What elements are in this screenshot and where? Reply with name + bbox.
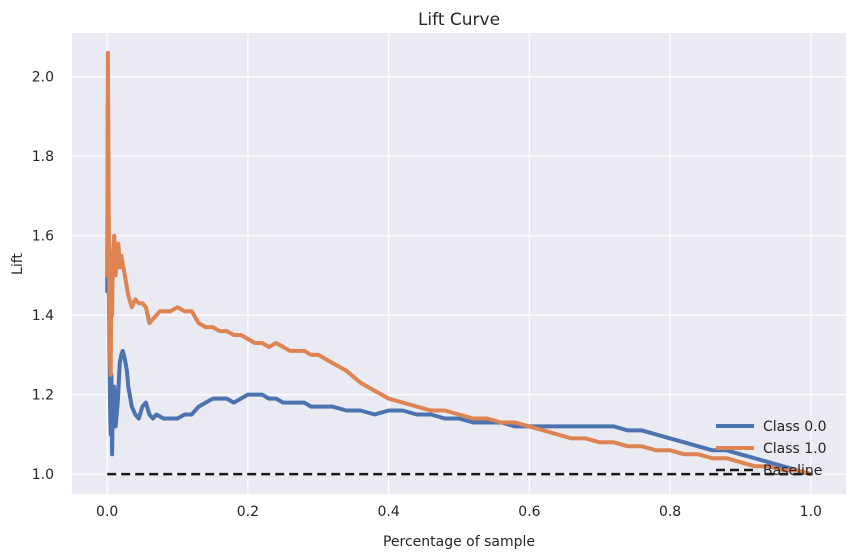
legend-entry-label: Baseline <box>763 463 822 479</box>
x-tick-label: 0.0 <box>96 504 118 520</box>
x-tick-label: 0.2 <box>237 504 259 520</box>
x-ticks: 0.0 0.2 0.4 0.6 0.8 1.0 <box>96 504 822 520</box>
y-ticks: 1.0 1.2 1.4 1.6 1.8 2.0 <box>32 70 54 483</box>
x-axis-label: Percentage of sample <box>383 534 535 550</box>
y-tick-label: 1.0 <box>32 467 54 483</box>
legend-entry-label: Class 1.0 <box>763 441 827 457</box>
series-line-class-1-0 <box>105 50 813 477</box>
series-line-class-0-0 <box>105 98 813 477</box>
x-tick-label: 0.8 <box>659 504 681 520</box>
x-tick-label: 0.4 <box>378 504 400 520</box>
y-tick-label: 1.2 <box>32 388 54 404</box>
y-axis-label: Lift <box>10 253 26 275</box>
y-tick-label: 1.6 <box>32 229 54 245</box>
x-tick-label: 1.0 <box>800 504 822 520</box>
legend: Class 0.0 Class 1.0 Baseline <box>716 419 827 479</box>
chart-title: Lift Curve <box>418 10 500 30</box>
y-tick-label: 1.4 <box>32 308 54 324</box>
legend-entry-label: Class 0.0 <box>763 419 827 435</box>
series-layer <box>105 50 813 477</box>
y-tick-label: 2.0 <box>32 70 54 86</box>
y-tick-label: 1.8 <box>32 149 54 165</box>
x-tick-label: 0.6 <box>518 504 540 520</box>
